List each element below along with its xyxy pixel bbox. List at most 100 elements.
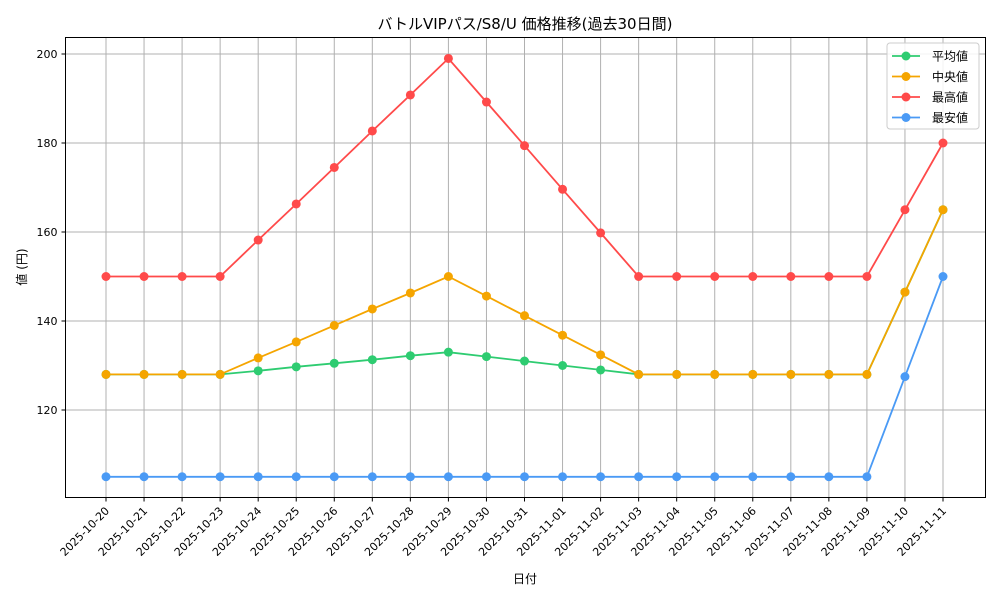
data-point-marker [367,304,377,314]
legend-marker-icon [901,92,911,102]
chart-title: バトルVIPパス/S8/U 価格推移(過去30日間) [378,15,673,33]
legend-item: 平均値 [892,49,968,64]
data-point-marker [101,369,111,379]
data-point-marker [938,272,948,281]
data-point-marker [329,472,339,482]
data-point-marker [672,369,682,379]
data-point-marker [862,272,872,281]
x-axis-label: 日付 [513,572,537,586]
data-point-marker [862,369,872,379]
data-point-marker [558,472,568,482]
data-point-marker [596,365,606,375]
y-tick-label: 140 [37,315,58,328]
data-point-marker [329,320,339,330]
data-point-marker [520,472,529,482]
data-point-marker [900,205,910,215]
data-point-marker [367,472,377,482]
data-point-marker [862,472,872,482]
data-point-marker [596,350,606,360]
data-point-marker [938,205,948,215]
data-point-marker [443,53,453,63]
plot-frame [65,37,986,498]
data-point-marker [177,272,187,281]
y-tick-label: 120 [37,404,58,417]
data-point-marker [481,97,491,107]
data-point-marker [786,272,796,281]
data-point-marker [101,272,111,281]
data-point-marker [291,472,301,482]
data-point-marker [443,347,453,357]
data-point-marker [786,369,796,379]
data-point-marker [367,355,377,365]
data-point-marker [291,337,301,347]
data-point-marker [558,361,568,370]
data-point-marker [748,369,758,379]
legend-marker-icon [901,113,911,122]
data-point-marker [748,272,758,281]
data-point-marker [253,353,263,363]
data-point-marker [710,472,720,482]
legend-box [886,42,980,130]
x-axis: 2025-10-202025-10-212025-10-222025-10-23… [58,497,949,559]
data-point-marker [520,141,529,151]
data-point-marker [520,356,529,366]
data-point-marker [596,228,606,238]
data-point-marker [824,272,834,281]
data-point-marker [710,369,720,379]
series-lines [101,53,948,482]
legend-label: 平均値 [932,49,968,64]
legend-label: 最安値 [932,110,968,125]
data-point-marker [634,472,644,482]
data-point-marker [481,291,491,301]
data-point-marker [177,472,187,482]
grid-lines [65,37,986,498]
data-point-marker [291,362,301,372]
data-point-marker [786,472,796,482]
y-tick-label: 200 [37,48,58,61]
data-point-marker [253,235,263,245]
data-point-marker [824,472,834,482]
data-point-marker [443,272,453,281]
data-point-marker [405,472,415,482]
legend-marker-icon [901,72,911,81]
data-point-marker [900,372,910,382]
data-point-marker [405,351,415,361]
data-point-marker [520,311,529,321]
data-point-marker [215,472,225,482]
data-point-marker [215,272,225,281]
legend-item: 中央値 [892,69,968,84]
series-1 [101,205,948,379]
y-tick-label: 180 [37,137,58,150]
data-point-marker [139,472,149,482]
data-point-marker [900,287,910,297]
data-point-marker [558,330,568,340]
data-point-marker [938,138,948,148]
series-3 [101,272,948,482]
data-point-marker [672,472,682,482]
data-point-marker [291,199,301,209]
data-point-marker [177,369,187,379]
data-point-marker [329,358,339,368]
y-axis: 120 140 160 180 200 [37,48,66,417]
data-point-marker [481,472,491,482]
data-point-marker [710,272,720,281]
legend-marker-icon [901,51,911,61]
data-point-marker [367,126,377,136]
data-point-marker [481,352,491,362]
y-axis-label: 値 (円) [14,248,29,285]
data-point-marker [139,272,149,281]
data-point-marker [405,288,415,298]
y-tick-label: 160 [37,226,58,239]
legend-item: 最高値 [892,90,968,105]
legend-label: 最高値 [932,90,968,105]
data-point-marker [215,369,225,379]
data-point-marker [824,369,834,379]
data-point-marker [558,184,568,194]
legend-label: 中央値 [932,69,968,84]
data-point-marker [329,162,339,172]
data-point-marker [101,472,111,482]
data-point-marker [443,472,453,482]
data-point-marker [634,272,644,281]
